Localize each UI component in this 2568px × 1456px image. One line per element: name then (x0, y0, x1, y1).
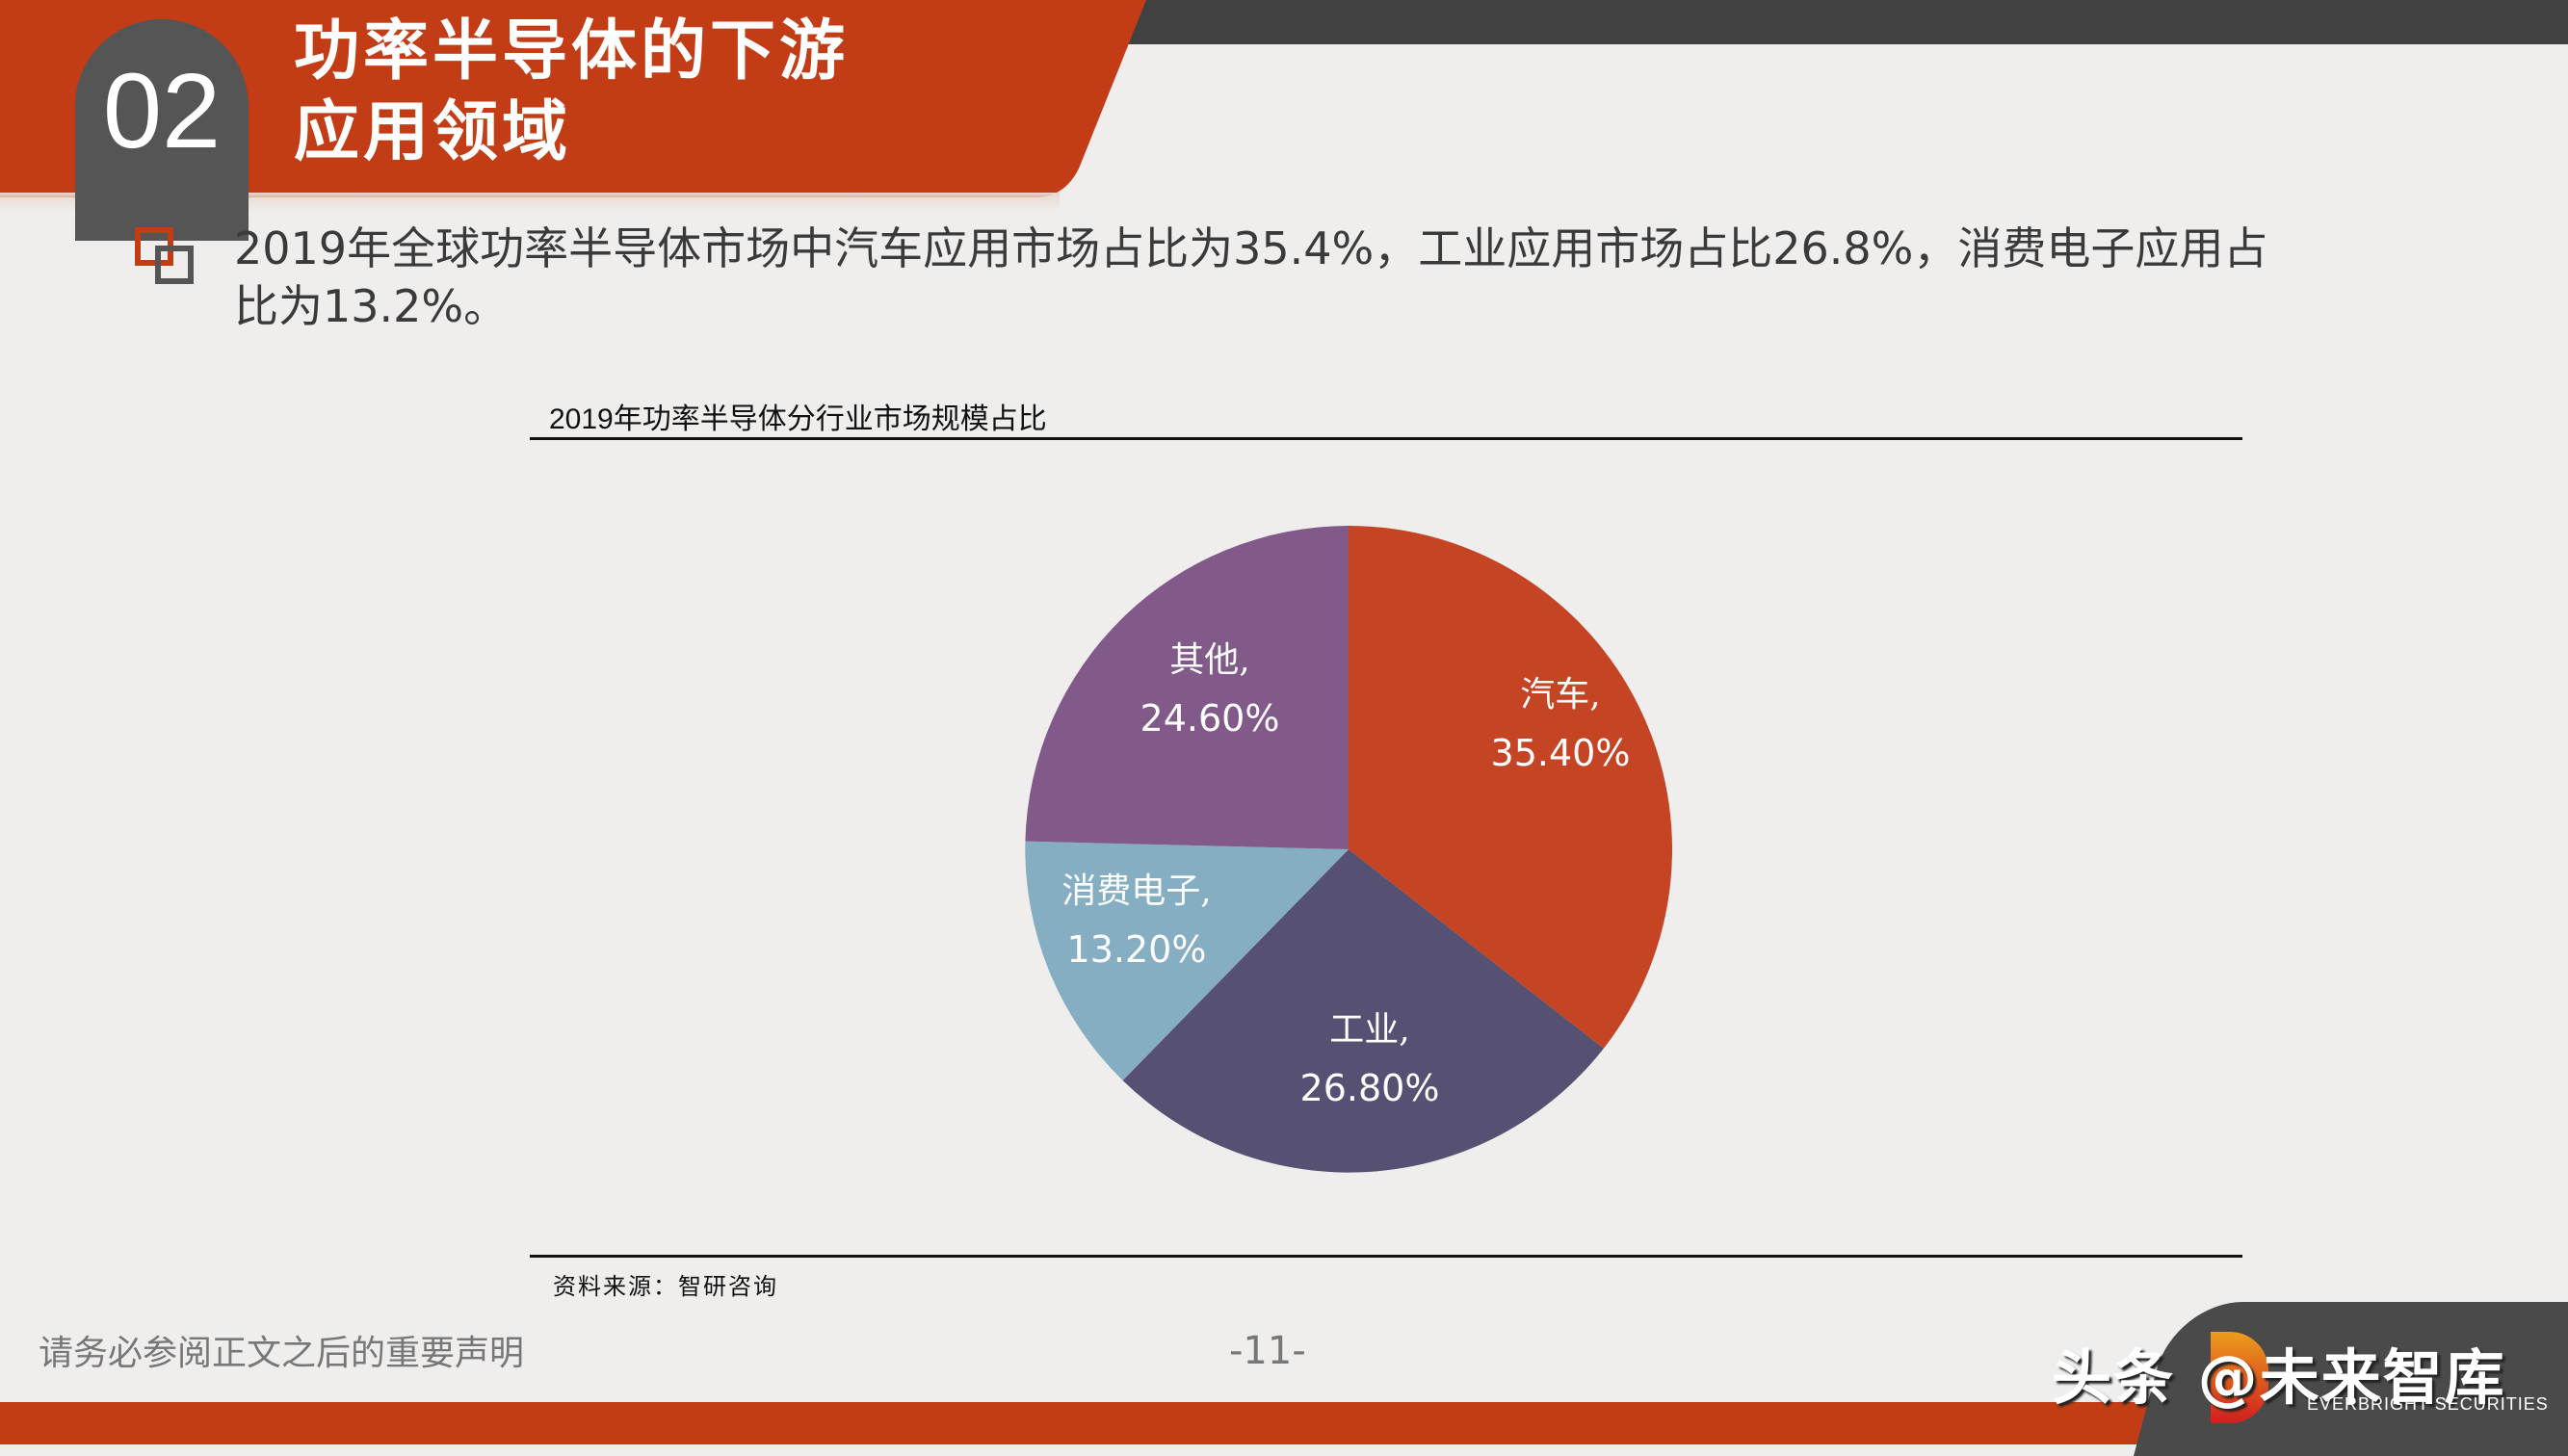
label-other-category: 其他, (1169, 640, 1250, 680)
footer-disclaimer: 请务必参阅正文之后的重要声明 (39, 1334, 525, 1373)
page-title-line2: 应用领域 (294, 94, 572, 170)
label-consumer: 消费电子, 13.20% (1031, 863, 1243, 978)
summary-text: 2019年全球功率半导体市场中汽车应用市场占比为35.4%，工业应用市场占比26… (234, 220, 2430, 335)
slice-industrial (1122, 849, 1604, 1173)
slice-auto (1349, 526, 1673, 1049)
header-shadow (0, 193, 1060, 212)
chart-title: 2019年功率半导体分行业市场规模占比 (549, 403, 1047, 435)
header-red-banner (0, 0, 1146, 197)
section-number: 02 (102, 52, 222, 170)
summary-line2: 比为13.2%。 (234, 280, 509, 332)
bullet-squares-icon (135, 227, 194, 284)
label-auto-percent: 35.40% (1490, 732, 1631, 774)
summary-line1: 2019年全球功率半导体市场中汽车应用市场占比为35.4%，工业应用市场占比26… (234, 222, 2268, 274)
slice-other (1025, 526, 1349, 849)
label-consumer-category: 消费电子, (1061, 871, 1212, 911)
chart-top-rule (530, 437, 2242, 440)
chart-source: 资料来源：智研咨询 (553, 1273, 778, 1300)
label-other-percent: 24.60% (1140, 697, 1280, 740)
page-title: 功率半导体的下游 应用领域 (294, 12, 849, 173)
label-auto: 汽车, 35.40% (1464, 666, 1657, 782)
watermark-text: 头条 @未来智库 (2052, 1342, 2506, 1413)
page-number: -11- (1229, 1329, 1306, 1373)
label-auto-category: 汽车, (1520, 675, 1601, 715)
label-industrial-percent: 26.80% (1299, 1067, 1440, 1109)
label-industrial-category: 工业, (1329, 1010, 1410, 1050)
label-other: 其他, 24.60% (1114, 632, 1306, 747)
label-consumer-percent: 13.20% (1066, 928, 1207, 971)
brand-name: EVERBRIGHT SECURITIES (2307, 1394, 2549, 1414)
label-industrial: 工业, 26.80% (1273, 1001, 1466, 1117)
pie-chart (1025, 526, 1673, 1173)
slice-consumer (1025, 841, 1349, 1080)
section-number-tab (75, 19, 249, 241)
everbright-logo-icon (2211, 1332, 2268, 1423)
page-title-line1: 功率半导体的下游 (294, 13, 850, 90)
chart-bottom-rule (530, 1255, 2242, 1258)
